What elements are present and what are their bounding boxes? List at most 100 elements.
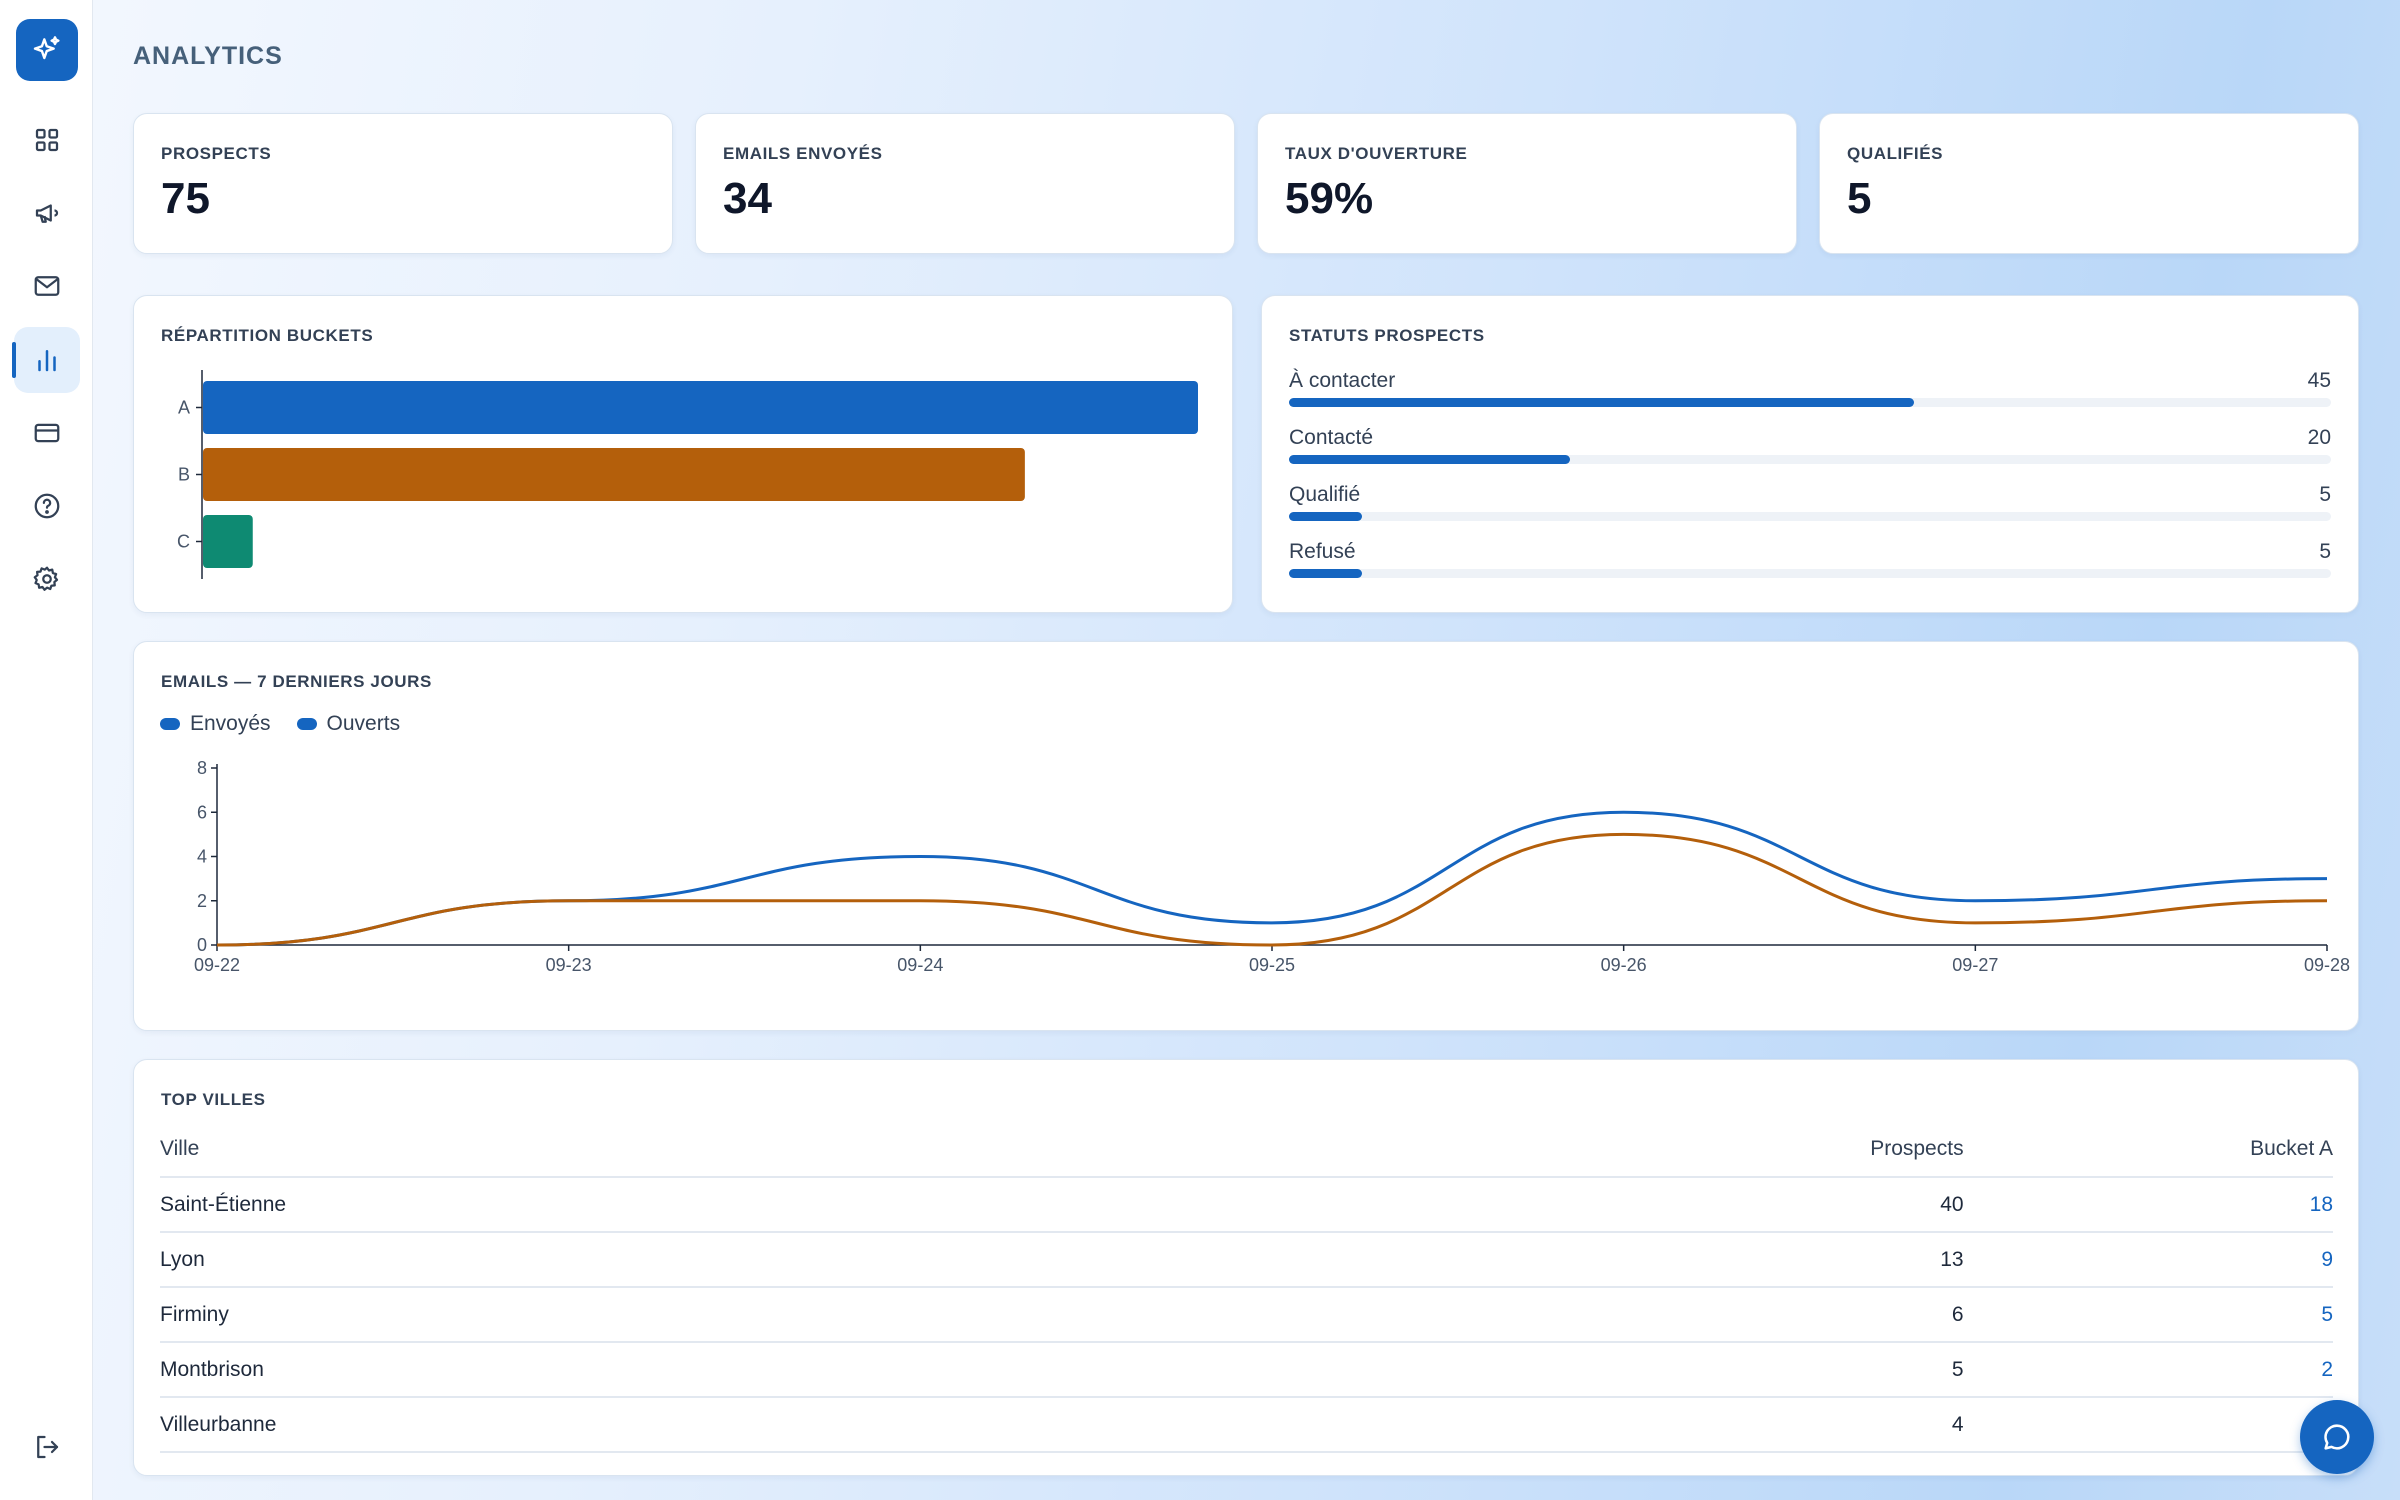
kpi-card-prospects: PROSPECTS 75 <box>133 113 673 254</box>
buckets-card-title: RÉPARTITION BUCKETS <box>161 326 374 345</box>
y-tick-label: B <box>178 465 190 485</box>
sidebar-item-analytics[interactable] <box>12 327 80 393</box>
city-name: Lyon <box>160 1232 1529 1288</box>
status-progress-fill <box>1289 569 1362 578</box>
page-title: ANALYTICS <box>133 42 283 70</box>
status-name: À contacter <box>1289 369 1396 392</box>
column-header-city[interactable]: Ville <box>160 1122 1529 1178</box>
series-line-ouverts <box>216 832 2328 947</box>
status-name: Refusé <box>1289 540 1356 563</box>
kpi-card-emails-sent: EMAILS ENVOYÉS 34 <box>695 113 1235 254</box>
bar-chart-icon <box>38 350 56 372</box>
kpi-value: 34 <box>723 174 772 223</box>
status-row-qualified: Qualifié 5 <box>1289 483 2331 539</box>
status-progress-track <box>1289 512 2331 521</box>
sidebar-item-emails[interactable] <box>14 253 80 319</box>
status-progress-fill <box>1289 398 1915 407</box>
mail-icon <box>34 276 60 296</box>
status-name: Contacté <box>1289 426 1374 449</box>
kpi-card-open-rate: TAUX D'OUVERTURE 59% <box>1257 113 1797 254</box>
table-row[interactable]: Lyon 13 9 <box>160 1232 2333 1288</box>
bar-c <box>203 515 253 568</box>
x-tick-label: 09-26 <box>1601 955 1647 975</box>
emails-chart-legend: Envoyés Ouverts <box>160 712 400 736</box>
emails-card: EMAILS — 7 DERNIERS JOURS 0 2 4 6 8 09-22 09-2… <box>133 641 2359 1031</box>
kpi-label: PROSPECTS <box>161 144 272 163</box>
y-tick-label: 0 <box>197 935 207 955</box>
table-row[interactable]: Firminy 6 5 <box>160 1287 2333 1343</box>
legend-label: Ouverts <box>326 712 401 735</box>
status-count: 20 <box>2307 426 2331 449</box>
city-prospects: 13 <box>1528 1232 1964 1288</box>
statuses-card: STATUTS PROSPECTS À contacter 45 Contact… <box>1261 295 2359 613</box>
x-tick-label: 09-25 <box>1249 955 1295 975</box>
series-line-envoyés <box>216 810 2328 947</box>
x-tick-label: 09-22 <box>194 955 240 975</box>
legend-swatch <box>160 718 180 730</box>
sidebar-item-billing[interactable] <box>14 400 80 466</box>
city-prospects: 40 <box>1528 1177 1964 1233</box>
status-row-to-contact: À contacter 45 <box>1289 369 2331 425</box>
status-progress-fill <box>1289 512 1362 521</box>
logout-icon <box>37 1435 59 1459</box>
column-header-prospects[interactable]: Prospects <box>1528 1122 1964 1178</box>
bar-a <box>203 381 1198 434</box>
column-header-bucket-a[interactable]: Bucket A <box>1963 1122 2333 1178</box>
legend-item-opened[interactable]: Ouverts <box>296 712 401 736</box>
status-row-contacted: Contacté 20 <box>1289 426 2331 482</box>
status-progress-fill <box>1289 455 1571 464</box>
kpi-label: EMAILS ENVOYÉS <box>723 144 883 163</box>
sidebar-item-help[interactable] <box>14 473 80 539</box>
status-count: 5 <box>2319 540 2331 563</box>
status-progress-track <box>1289 569 2331 578</box>
status-name: Qualifié <box>1289 483 1361 506</box>
x-tick-label: 09-27 <box>1952 955 1998 975</box>
status-row-refused: Refusé 5 <box>1289 540 2331 596</box>
city-name: Villeurbanne <box>160 1397 1529 1453</box>
sidebar-item-dashboard[interactable] <box>14 107 80 173</box>
city-bucket-a: 2 <box>1963 1342 2333 1398</box>
city-prospects: 5 <box>1528 1342 1964 1398</box>
kpi-value: 75 <box>161 174 210 223</box>
grid-icon <box>35 128 59 152</box>
logout-button[interactable] <box>14 1414 80 1480</box>
y-tick-label: 8 <box>197 758 207 778</box>
bar-b <box>203 448 1025 501</box>
city-bucket-a: 9 <box>1963 1232 2333 1288</box>
chat-bubble-icon <box>2324 1424 2350 1450</box>
y-tick-label: 6 <box>197 802 207 822</box>
buckets-card: RÉPARTITION BUCKETS A B C <box>133 295 1233 613</box>
sidebar-item-campaigns[interactable] <box>14 180 80 246</box>
city-name: Firminy <box>160 1287 1529 1343</box>
help-circle-icon <box>34 493 60 519</box>
city-prospects: 4 <box>1528 1397 1964 1453</box>
city-bucket-a: 5 <box>1963 1287 2333 1343</box>
city-prospects: 6 <box>1528 1287 1964 1343</box>
table-row[interactable]: Saint-Étienne 40 18 <box>160 1177 2333 1233</box>
sidebar-item-settings[interactable] <box>14 546 80 612</box>
y-tick-label: 4 <box>197 847 207 867</box>
table-row[interactable]: Villeurbanne 4 <box>160 1397 2333 1453</box>
y-tick-label: A <box>178 398 190 418</box>
table-row[interactable]: Montbrison 5 2 <box>160 1342 2333 1398</box>
x-tick-label: 09-23 <box>546 955 592 975</box>
top-cities-card-title: TOP VILLES <box>161 1090 266 1109</box>
y-tick-label: 2 <box>197 891 207 911</box>
x-tick-label: 09-28 <box>2304 955 2350 975</box>
buckets-bar-chart: A B C <box>177 370 1198 579</box>
city-bucket-a <box>1963 1397 2333 1453</box>
legend-label: Envoyés <box>190 712 271 735</box>
x-tick-label: 09-24 <box>897 955 943 975</box>
kpi-label: QUALIFIÉS <box>1847 144 1944 163</box>
y-tick-label: C <box>177 532 190 552</box>
kpi-value: 5 <box>1847 174 1872 223</box>
city-name: Montbrison <box>160 1342 1529 1398</box>
kpi-label: TAUX D'OUVERTURE <box>1285 144 1468 163</box>
chat-button[interactable] <box>2300 1400 2374 1474</box>
kpi-value: 59% <box>1285 174 1374 223</box>
emails-card-title: EMAILS — 7 DERNIERS JOURS <box>161 672 432 691</box>
legend-item-sent[interactable]: Envoyés <box>160 712 271 736</box>
city-name: Saint-Étienne <box>160 1177 1529 1233</box>
app-logo[interactable] <box>16 19 78 81</box>
top-cities-table: Ville Prospects Bucket A Saint-Étienne 4… <box>160 1122 2333 1453</box>
